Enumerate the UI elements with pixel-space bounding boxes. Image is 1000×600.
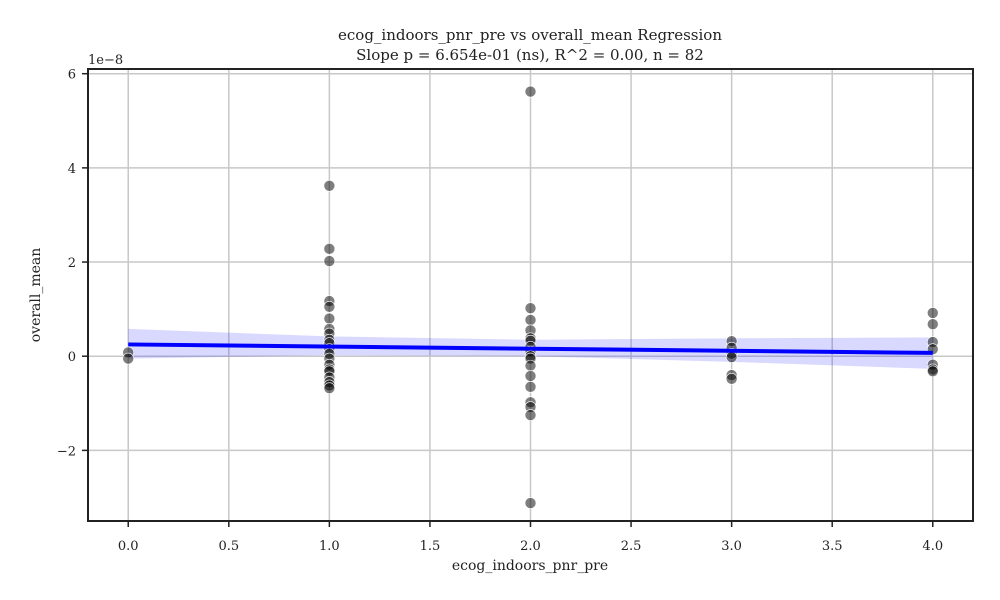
- scatter-point: [524, 370, 537, 382]
- scatter-point: [524, 381, 537, 393]
- y-tick-label: 2: [68, 256, 76, 271]
- scatter-point: [122, 352, 135, 365]
- x-tick-label: 3.0: [721, 539, 742, 554]
- scatter-point: [524, 497, 537, 509]
- scatter-point: [725, 373, 738, 385]
- scatter-point: [926, 307, 939, 319]
- scatter-point: [323, 243, 336, 255]
- y-tick-label: 4: [68, 162, 76, 177]
- scatter-point: [323, 382, 336, 395]
- y-tick-label: 6: [68, 68, 76, 83]
- y-tick-label: −2: [57, 444, 76, 459]
- regression-line: [128, 342, 933, 355]
- scatter-point: [323, 312, 336, 325]
- scatter-point: [524, 359, 537, 372]
- scatter-point: [725, 351, 738, 363]
- axes: 0.0 0.5 1.0 1.5 2.0 2.5 3.0 3.5 4.0 −2 0 2 4 6: [57, 68, 974, 554]
- scatter-point: [524, 409, 537, 421]
- chart-title-line1: ecog_indoors_pnr_pre vs overall_mean Reg…: [338, 26, 722, 44]
- y-tick-label: 0: [68, 350, 76, 365]
- chart-title-line2: Slope p = 6.654e-01 (ns), R^2 = 0.00, n …: [356, 46, 704, 64]
- y-axis-label: overall_mean: [28, 248, 44, 343]
- scatter-point: [926, 365, 939, 378]
- scatter-point: [524, 314, 537, 326]
- x-axis-label: ecog_indoors_pnr_pre: [452, 558, 608, 574]
- x-tick-label: 2.5: [621, 539, 642, 554]
- scatter-point: [323, 179, 336, 192]
- y-offset-label: 1e−8: [88, 53, 123, 68]
- plot-frame: [87, 68, 974, 522]
- x-tick-label: 1.5: [420, 539, 441, 554]
- scatter-point: [323, 300, 336, 313]
- x-tick-label: 3.5: [822, 539, 843, 554]
- grid: [88, 69, 973, 521]
- x-tick-label: 0.5: [218, 539, 239, 554]
- x-tick-label: 4.0: [922, 539, 943, 554]
- scatter-point: [524, 302, 537, 314]
- x-tick-label: 0.0: [118, 539, 139, 554]
- x-tick-label: 1.0: [319, 539, 340, 554]
- regression-line-group: [128, 342, 933, 355]
- x-tick-label: 2.0: [520, 539, 541, 554]
- scatter-point: [524, 85, 537, 98]
- scatter-point: [323, 255, 336, 267]
- scatter-point: [926, 318, 939, 330]
